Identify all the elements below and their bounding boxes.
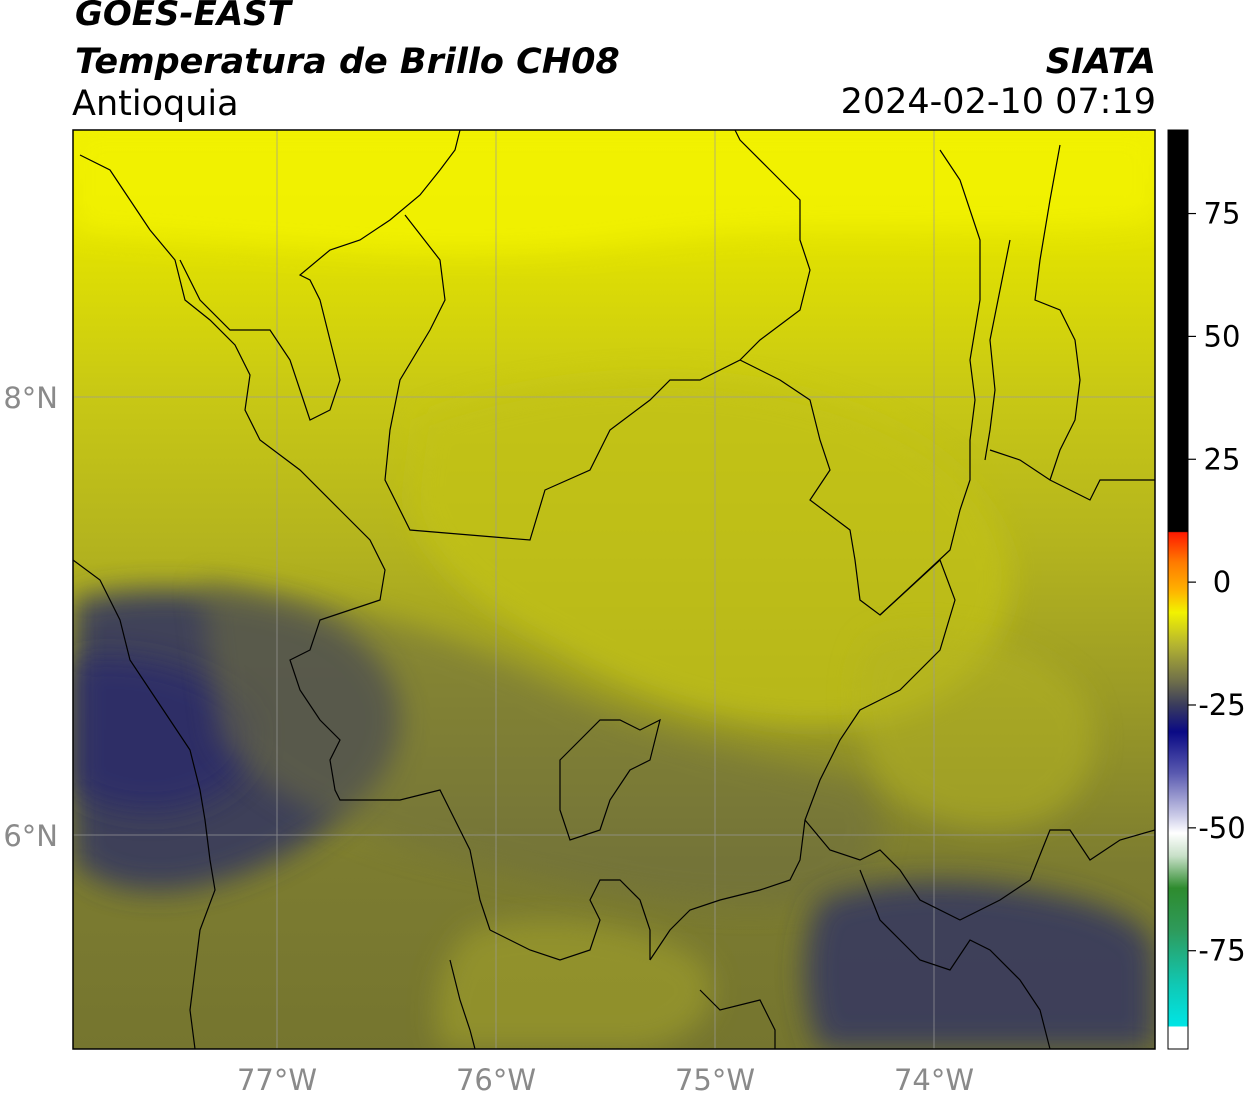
olive-band-central <box>200 580 881 906</box>
colorbar-tick-label: 50 <box>1204 319 1241 353</box>
yellow-central-region <box>410 378 1012 726</box>
colorbar-gradient <box>1167 129 1189 1050</box>
department-border-south-west <box>449 959 476 1049</box>
antioquia-border-north <box>384 130 811 541</box>
antioquia-border-south <box>489 879 651 961</box>
map-frame <box>72 129 1156 1050</box>
cold-core-west <box>73 657 256 811</box>
department-border-south-east <box>699 989 776 1049</box>
colorbar-tick-label: -50 <box>1198 811 1245 845</box>
gridlines <box>73 130 1155 1049</box>
lon-tick-label: 76°W <box>456 1063 536 1097</box>
colorbar: 75 50 25 0 -25 -50 -75 <box>1167 129 1246 1050</box>
warm-band-north <box>73 130 1155 252</box>
temperature-field <box>73 130 1155 1049</box>
map-panel: 77°W 76°W 75°W 74°W 8°N 6°N <box>3 129 1156 1097</box>
cold-cloud-southeast <box>805 881 1155 1049</box>
warm-patch-east <box>856 632 1095 828</box>
datetime-label: 2024-02-10 07:19 <box>840 82 1156 122</box>
satellite-title: GOES-EAST <box>75 0 291 34</box>
lon-tick-label: 75°W <box>675 1063 755 1097</box>
warm-patch-south <box>436 920 712 1049</box>
colorbar-tick-label: 25 <box>1204 442 1241 476</box>
coastline-west <box>73 559 216 1049</box>
lat-tick-label: 6°N <box>3 819 58 853</box>
boundaries <box>73 130 1155 1049</box>
magdalena-river <box>984 239 1011 461</box>
colorbar-ticks: 75 50 25 0 -25 -50 -75 <box>1188 197 1246 968</box>
department-border-boyaca <box>804 819 1155 921</box>
colorbar-tick-label: -75 <box>1198 934 1245 968</box>
lon-tick-label: 74°W <box>894 1063 974 1097</box>
department-border-magdalena <box>989 449 1155 501</box>
medellin-valley-border <box>559 718 661 841</box>
antioquia-border-southeast <box>649 558 956 961</box>
organization-label: SIATA <box>1045 42 1156 82</box>
axis-labels: 77°W 76°W 75°W 74°W 8°N 6°N <box>3 381 974 1097</box>
colorbar-tick-label: 0 <box>1213 565 1231 599</box>
colorbar-tick-label: -25 <box>1198 688 1245 722</box>
lon-tick-label: 77°W <box>237 1063 317 1097</box>
department-border-bolivar <box>1034 144 1081 481</box>
colorbar-tick-label: 75 <box>1204 197 1241 231</box>
product-title: Temperatura de Brillo CH08 <box>75 42 620 82</box>
department-border-caldas <box>859 869 1051 1049</box>
lat-tick-label: 8°N <box>3 381 58 415</box>
gulf-coast <box>179 130 461 421</box>
region-label: Antioquia <box>72 84 239 124</box>
coastline-uraba <box>79 154 491 931</box>
